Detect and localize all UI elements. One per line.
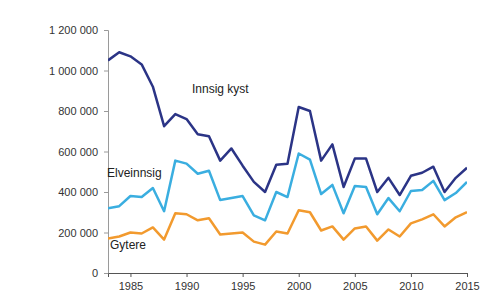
y-tick-label: 800 000 <box>58 105 98 117</box>
y-tick: 600 000 <box>58 146 108 158</box>
x-tick-mark <box>299 273 300 277</box>
y-tick-label: 200 000 <box>58 227 98 239</box>
x-tick-label: 2015 <box>455 280 479 292</box>
x-tick-label: 2000 <box>287 280 311 292</box>
series-line <box>108 154 467 221</box>
series-line <box>108 210 467 244</box>
series-line <box>108 52 467 195</box>
series-labels: Innsig kyst Elveinnsig Gytere <box>107 82 249 252</box>
series-label: Elveinnsig <box>107 166 162 180</box>
y-tick-mark <box>104 30 108 31</box>
y-tick-mark <box>104 273 108 274</box>
x-tick: 1995 <box>231 273 255 292</box>
x-tick-label: 1995 <box>231 280 255 292</box>
y-tick: 0 <box>92 267 108 279</box>
x-tick: 2010 <box>399 273 423 292</box>
y-tick-mark <box>104 71 108 72</box>
x-tick: 2000 <box>287 273 311 292</box>
y-tick-label: 1 000 000 <box>49 65 98 77</box>
y-tick: 800 000 <box>58 105 108 117</box>
x-tick-label: 1990 <box>175 280 199 292</box>
y-tick-label: 600 000 <box>58 146 98 158</box>
x-tick: 1990 <box>175 273 199 292</box>
y-axis: 0 200 000 400 000 600 000 800 000 1 000 000 1 … <box>49 24 108 279</box>
chart: 0 200 000 400 000 600 000 800 000 1 000 000 1 … <box>0 0 492 298</box>
x-tick-mark <box>243 273 244 277</box>
x-axis-line <box>109 274 468 278</box>
x-tick-label: 2010 <box>399 280 423 292</box>
x-axis: 1985 1990 1995 2000 2005 2010 2015 <box>109 273 480 292</box>
x-tick: 2005 <box>343 273 367 292</box>
y-tick-mark <box>104 152 108 153</box>
series-label: Gytere <box>110 238 146 252</box>
x-tick: 2015 <box>455 273 479 292</box>
x-tick-mark <box>130 273 131 277</box>
x-tick-mark <box>187 273 188 277</box>
y-tick-label: 0 <box>92 267 98 279</box>
x-tick-label: 2005 <box>343 280 367 292</box>
y-tick-mark <box>104 233 108 234</box>
x-tick: 1985 <box>119 273 143 292</box>
plot: 0 200 000 400 000 600 000 800 000 1 000 000 1 … <box>49 24 480 292</box>
series-label: Innsig kyst <box>192 82 249 96</box>
x-tick-mark <box>411 273 412 277</box>
y-tick: 1 000 000 <box>49 65 108 77</box>
y-tick: 1 200 000 <box>49 24 108 36</box>
lines <box>108 52 467 244</box>
x-tick-mark <box>467 273 468 277</box>
y-tick-mark <box>104 192 108 193</box>
y-tick-label: 400 000 <box>58 186 98 198</box>
x-tick-mark <box>355 273 356 277</box>
y-tick: 400 000 <box>58 186 108 198</box>
y-tick: 200 000 <box>58 227 108 239</box>
y-axis-line <box>104 31 109 274</box>
y-tick-mark <box>104 111 108 112</box>
y-tick-label: 1 200 000 <box>49 24 98 36</box>
x-tick-label: 1985 <box>119 280 143 292</box>
